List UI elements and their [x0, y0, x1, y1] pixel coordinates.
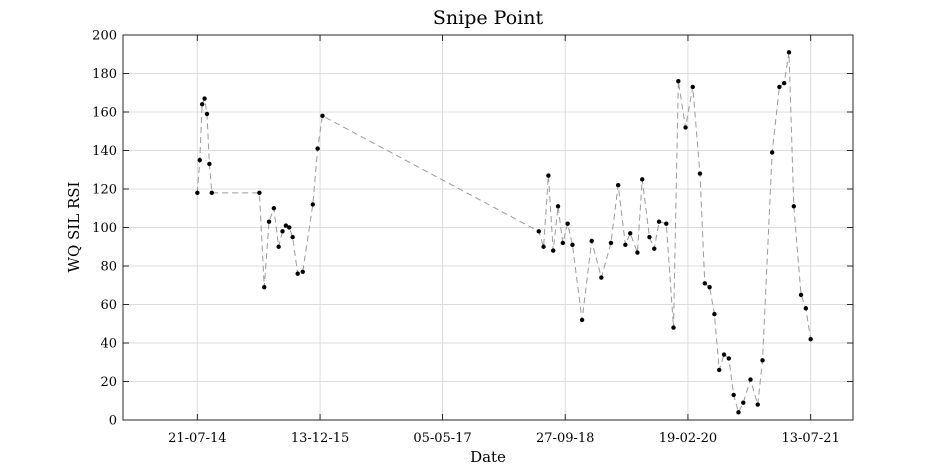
data-point	[207, 161, 212, 167]
y-axis-label: WQ SIL RSI	[65, 181, 83, 272]
data-point	[760, 358, 765, 363]
y-tick-labels: 0 20 40 60 80 100 120 140 160 180 200	[92, 29, 117, 429]
data-point	[599, 275, 604, 280]
x-tick-label: 27-09-18	[536, 431, 594, 446]
data-point	[647, 234, 652, 240]
data-point	[736, 410, 741, 415]
data-point	[589, 238, 594, 244]
data-point	[551, 248, 556, 253]
data-point	[315, 146, 320, 151]
data-point	[769, 150, 775, 155]
data-point	[755, 402, 760, 407]
data-point	[290, 234, 295, 240]
data-point	[209, 190, 214, 196]
data-point	[717, 367, 722, 373]
data-point	[310, 202, 316, 207]
y-tick-label: 40	[100, 337, 117, 352]
data-point	[748, 377, 753, 382]
y-tick-label: 80	[100, 260, 117, 275]
x-axis-label: Date	[470, 448, 506, 466]
data-point	[721, 352, 727, 357]
axis-ticks	[123, 34, 853, 421]
data-point	[671, 325, 676, 330]
data-point	[197, 157, 202, 163]
grid	[123, 34, 853, 421]
data-point	[262, 284, 267, 290]
y-tick-label: 200	[92, 29, 117, 44]
y-tick-label: 120	[92, 183, 117, 198]
data-point	[702, 281, 707, 286]
data-point	[280, 229, 285, 234]
data-point	[683, 125, 688, 130]
series	[195, 50, 813, 415]
y-tick-label: 60	[100, 298, 117, 313]
data-point	[656, 219, 662, 224]
data-point	[276, 244, 281, 249]
data-point	[697, 171, 703, 176]
data-point	[781, 80, 787, 86]
y-tick-label: 100	[92, 221, 117, 236]
data-point	[295, 271, 300, 276]
x-tick-label: 21-07-14	[168, 431, 226, 446]
data-point	[707, 284, 712, 290]
y-tick-label: 180	[92, 67, 117, 82]
data-point	[541, 244, 546, 249]
data-point	[565, 221, 570, 226]
data-point	[791, 204, 797, 209]
y-tick-label: 140	[92, 144, 117, 159]
data-point	[579, 317, 585, 323]
data-point	[640, 177, 645, 182]
y-tick-label: 160	[92, 106, 117, 121]
data-point	[808, 336, 813, 342]
x-tick-label: 13-12-15	[291, 431, 349, 446]
data-point	[536, 229, 541, 234]
chart-title: Snipe Point	[433, 7, 544, 29]
x-tick-label: 05-05-17	[413, 431, 471, 446]
data-point	[266, 219, 272, 224]
data-point	[320, 113, 325, 119]
data-point	[731, 392, 736, 398]
x-tick-label: 19-02-20	[659, 431, 717, 446]
series-line	[196, 52, 812, 414]
data-point	[287, 225, 292, 230]
data-point	[690, 84, 695, 90]
data-point	[676, 79, 681, 84]
y-tick-label: 20	[100, 375, 117, 390]
data-point	[615, 182, 621, 188]
data-point	[623, 242, 628, 248]
data-point	[664, 221, 669, 226]
x-tick-label: 13-07-21	[781, 431, 839, 446]
data-point	[726, 356, 732, 361]
data-point	[570, 242, 575, 248]
data-point	[546, 173, 551, 178]
data-point	[635, 250, 640, 255]
data-point	[195, 190, 200, 196]
data-point	[712, 311, 717, 317]
data-point	[627, 231, 633, 236]
data-point	[283, 223, 289, 228]
data-point	[803, 306, 809, 311]
data-point	[777, 84, 782, 90]
data-point	[202, 96, 207, 101]
y-tick-label: 0	[109, 414, 117, 429]
data-point	[204, 111, 210, 117]
data-point	[652, 246, 657, 251]
data-point	[798, 292, 804, 298]
data-point	[741, 400, 746, 405]
data-point	[555, 204, 561, 209]
data-point	[257, 190, 262, 196]
x-tick-labels: 21-07-14 13-12-15 05-05-17 27-09-18 19-02-20…	[168, 431, 840, 446]
data-point	[300, 269, 305, 274]
data-point	[199, 102, 205, 107]
data-point	[271, 206, 277, 211]
data-point	[560, 240, 566, 246]
data-point	[608, 240, 614, 246]
data-point	[786, 50, 792, 55]
